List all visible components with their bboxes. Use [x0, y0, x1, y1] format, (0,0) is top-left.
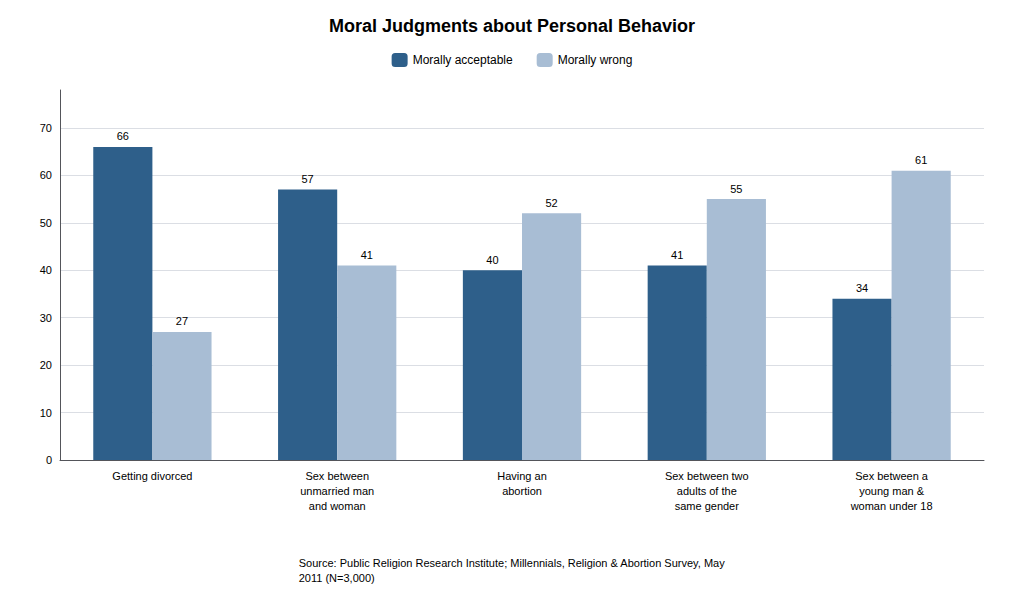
- svg-text:52: 52: [545, 197, 557, 209]
- svg-text:Getting divorced: Getting divorced: [112, 470, 192, 482]
- svg-text:Morally acceptable: Morally acceptable: [413, 53, 513, 67]
- svg-text:0: 0: [46, 454, 52, 466]
- svg-text:40: 40: [486, 254, 498, 266]
- svg-text:woman under 18: woman under 18: [850, 500, 933, 512]
- svg-text:adults of the: adults of the: [677, 485, 737, 497]
- svg-text:20: 20: [40, 359, 52, 371]
- svg-text:34: 34: [856, 282, 868, 294]
- svg-text:60: 60: [40, 169, 52, 181]
- svg-text:Sex between: Sex between: [305, 470, 369, 482]
- svg-text:27: 27: [176, 315, 188, 327]
- svg-text:2011 (N=3,000): 2011 (N=3,000): [299, 572, 375, 584]
- svg-text:Moral Judgments about Personal: Moral Judgments about Personal Behavior: [329, 16, 695, 36]
- svg-text:61: 61: [915, 154, 927, 166]
- svg-text:10: 10: [40, 407, 52, 419]
- svg-text:50: 50: [40, 217, 52, 229]
- svg-text:55: 55: [730, 183, 742, 195]
- svg-text:same gender: same gender: [675, 500, 740, 512]
- svg-text:41: 41: [361, 249, 373, 261]
- svg-text:40: 40: [40, 264, 52, 276]
- svg-text:Source: Public Religion Resear: Source: Public Religion Research Institu…: [299, 557, 725, 569]
- svg-text:Sex between a: Sex between a: [855, 470, 929, 482]
- svg-text:Sex between two: Sex between two: [665, 470, 749, 482]
- svg-text:abortion: abortion: [502, 485, 542, 497]
- svg-text:41: 41: [671, 249, 683, 261]
- svg-text:57: 57: [302, 173, 314, 185]
- svg-text:young man &: young man &: [859, 485, 924, 497]
- svg-text:66: 66: [117, 130, 129, 142]
- svg-text:and woman: and woman: [309, 500, 366, 512]
- svg-text:70: 70: [40, 122, 52, 134]
- svg-text:Morally wrong: Morally wrong: [558, 53, 633, 67]
- svg-text:Having an: Having an: [497, 470, 547, 482]
- svg-text:30: 30: [40, 312, 52, 324]
- svg-text:unmarried man: unmarried man: [300, 485, 374, 497]
